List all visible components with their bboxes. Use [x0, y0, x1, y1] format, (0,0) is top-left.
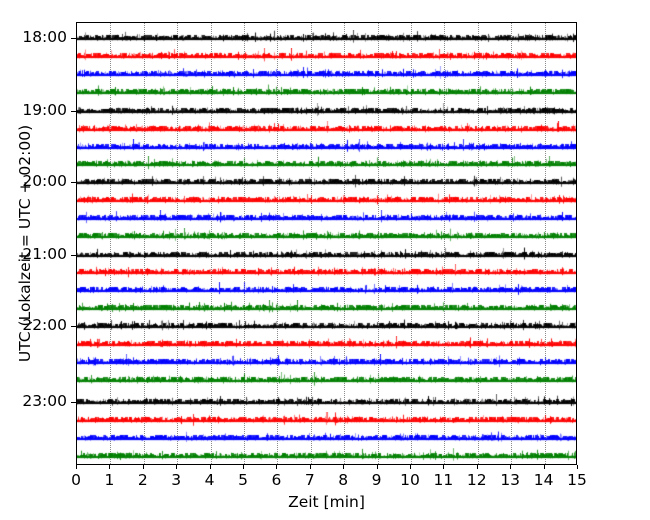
- trace-noise-1830: [77, 66, 576, 85]
- x-tick-label-0: 0: [71, 471, 81, 489]
- trace-1915: [77, 121, 576, 140]
- trace-1830: [77, 66, 576, 85]
- trace-noise-2345: [77, 448, 576, 464]
- trace-noise-1800: [77, 30, 576, 49]
- trace-noise-2100: [77, 247, 576, 266]
- trace-1815: [77, 48, 576, 67]
- x-tick-label-4: 4: [204, 471, 215, 489]
- trace-1930: [77, 139, 576, 158]
- trace-1945: [77, 156, 576, 175]
- x-tick-0: [76, 465, 77, 469]
- x-tick-14: [543, 465, 545, 469]
- trace-1800: [77, 30, 576, 49]
- trace-noise-2230: [77, 354, 576, 373]
- trace-noise-2015: [77, 192, 576, 211]
- y-tick-label-2200: 22:00: [22, 316, 67, 334]
- trace-noise-2000: [77, 174, 576, 193]
- x-tick-label-7: 7: [304, 471, 315, 489]
- trace-noise-2330: [77, 430, 576, 449]
- y-tick-label-2000: 20:00: [22, 172, 67, 190]
- trace-2315: [77, 412, 576, 431]
- trace-2200: [77, 318, 576, 337]
- x-tick-15: [577, 465, 578, 469]
- trace-2030: [77, 210, 576, 229]
- trace-noise-2215: [77, 336, 576, 355]
- trace-2230: [77, 354, 576, 373]
- trace-noise-2115: [77, 264, 576, 283]
- x-tick-label-15: 15: [567, 471, 587, 489]
- x-tick-2: [142, 465, 144, 469]
- x-tick-label-10: 10: [400, 471, 420, 489]
- x-axis-label: Zeit [min]: [288, 493, 365, 511]
- x-tick-12: [476, 465, 478, 469]
- trace-2345: [77, 448, 576, 464]
- trace-2115: [77, 264, 576, 283]
- plot-area: [76, 22, 577, 465]
- trace-noise-1815: [77, 48, 576, 67]
- trace-2245: [77, 372, 576, 391]
- y-tick-1800: [71, 38, 76, 39]
- trace-2015: [77, 192, 576, 211]
- y-tick-label-1900: 19:00: [22, 101, 67, 119]
- x-tick-label-11: 11: [433, 471, 454, 489]
- x-tick-label-2: 2: [137, 471, 148, 489]
- x-tick-label-8: 8: [338, 471, 349, 489]
- x-tick-label-5: 5: [238, 471, 248, 489]
- x-tick-13: [510, 465, 512, 469]
- y-tick-2000: [71, 182, 76, 183]
- x-tick-7: [309, 465, 311, 469]
- x-tick-9: [376, 465, 378, 469]
- x-tick-3: [176, 465, 178, 469]
- trace-noise-1945: [77, 156, 576, 175]
- x-tick-label-13: 13: [500, 471, 521, 489]
- trace-2330: [77, 430, 576, 449]
- y-axis-label: UTC (Lokalzeit = UTC + 02:00): [16, 124, 34, 363]
- trace-2000: [77, 174, 576, 193]
- trace-2300: [77, 394, 576, 413]
- y-tick-label-2100: 21:00: [22, 245, 67, 263]
- trace-noise-2130: [77, 282, 576, 301]
- trace-noise-2145: [77, 300, 576, 319]
- trace-noise-1930: [77, 139, 576, 158]
- y-tick-2100: [71, 255, 76, 256]
- trace-noise-2045: [77, 228, 576, 247]
- trace-noise-2245: [77, 372, 576, 391]
- trace-noise-1845: [77, 84, 576, 103]
- trace-noise-2300: [77, 394, 576, 413]
- x-tick-6: [276, 465, 278, 469]
- x-tick-10: [410, 465, 411, 469]
- x-tick-label-14: 14: [533, 471, 554, 489]
- y-tick-2300: [71, 402, 76, 403]
- y-tick-2200: [71, 326, 76, 327]
- trace-2130: [77, 282, 576, 301]
- x-tick-label-3: 3: [171, 471, 182, 489]
- x-tick-label-12: 12: [466, 471, 487, 489]
- trace-noise-1915: [77, 121, 576, 140]
- trace-noise-2200: [77, 318, 576, 337]
- trace-2215: [77, 336, 576, 355]
- trace-2100: [77, 247, 576, 266]
- x-tick-label-1: 1: [104, 471, 115, 489]
- x-tick-5: [243, 465, 244, 469]
- y-tick-label-2300: 23:00: [22, 392, 67, 410]
- x-tick-4: [209, 465, 211, 469]
- trace-noise-2315: [77, 412, 576, 431]
- x-tick-11: [443, 465, 445, 469]
- trace-noise-1900: [77, 103, 576, 122]
- x-tick-label-9: 9: [371, 471, 382, 489]
- x-tick-label-6: 6: [271, 471, 282, 489]
- trace-1900: [77, 103, 576, 122]
- x-tick-1: [109, 465, 111, 469]
- x-tick-8: [343, 465, 345, 469]
- trace-2145: [77, 300, 576, 319]
- trace-noise-2030: [77, 210, 576, 229]
- trace-1845: [77, 84, 576, 103]
- y-tick-1900: [71, 111, 76, 112]
- y-tick-label-1800: 18:00: [22, 28, 67, 46]
- trace-2045: [77, 228, 576, 247]
